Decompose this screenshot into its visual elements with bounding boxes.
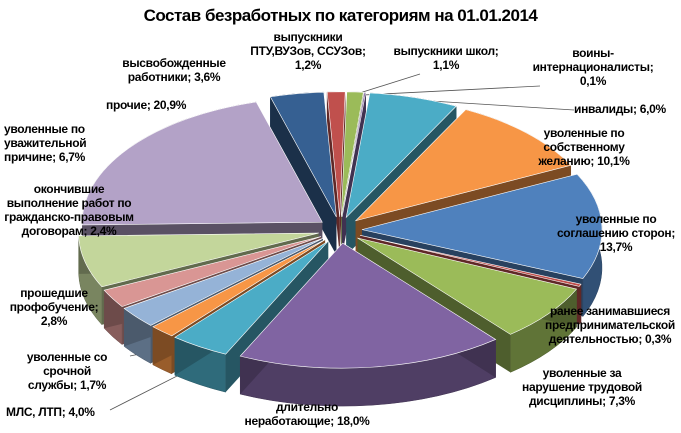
slice-wall-выпускники-пту-вузов-ссузов	[339, 91, 346, 255]
data-label-veterans: воины- интернационалисты; 0,1%	[532, 46, 654, 88]
leader-line-выпускники-школ	[354, 73, 421, 95]
pie-slice-уволенные-по-уважительной-причине	[78, 232, 319, 288]
data-label-entrepreneurs: ранее занимавшиеся предпринимательской д…	[545, 304, 675, 346]
data-label-valid-reason: уволенные по уважительной причине; 6,7%	[4, 122, 87, 164]
data-label-discipline: уволенные за нарушение трудовой дисципли…	[522, 366, 642, 408]
pie-slice-ранее-занимавшиеся-предпринимательской-деятельностью	[360, 234, 582, 287]
chart-title: Состав безработных по категориям на 01.0…	[143, 6, 538, 25]
data-label-mls-ltp: МЛС, ЛТП; 4,0%	[6, 405, 95, 419]
pie-slice-уволенные-за-нарушение-трудовой-дисциплины	[357, 237, 578, 335]
leader-line-воины-интернационалисты	[364, 85, 541, 96]
data-label-mutual-agreement: уволенные по соглашению сторон; 13,7%	[556, 212, 676, 254]
pie-slice-инвалиды	[345, 92, 457, 219]
data-label-released-workers: высвобожденные работники; 3,6%	[122, 56, 226, 84]
pie-slice-длительно-неработающие	[239, 242, 497, 369]
slice-wall-высвобожденные-работники	[270, 96, 337, 255]
data-label-school-graduates: выпускники школ; 1,1%	[393, 44, 499, 72]
pie-slice-уволенные-по-соглашению-сторон	[361, 173, 603, 279]
pie-slice-уволенные-по-собственному-желанию	[354, 109, 572, 222]
data-label-vocational-training: прошедшие профобучение; 2,8%	[9, 286, 99, 328]
pie-slice-уволенные-со-срочной-службы	[152, 239, 326, 337]
pie-slice-прочие	[82, 101, 323, 226]
pie-slice-млс-лтп	[174, 240, 329, 355]
slice-wall-выпускники-пту-вузов-ссузов	[327, 91, 340, 255]
pie-slice-окончившие-выполнение-работ-по-гражданско-правовым-договорам	[103, 236, 322, 307]
pie-slice-выпускники-школ	[340, 91, 364, 217]
pie-slice-выпускники-пту-вузов-ссузов	[326, 91, 346, 217]
leader-line-инвалиды	[412, 99, 575, 111]
data-label-voluntary: уволенные по собственному желанию; 10,1%	[538, 126, 630, 168]
pie-slice-прошедшие-профобучение	[123, 238, 324, 326]
pie-slice-высвобожденные-работники	[269, 91, 337, 218]
data-label-disabled: инвалиды; 6,0%	[574, 102, 666, 116]
pie-slice-воины-интернационалисты	[341, 92, 367, 217]
data-label-other: прочие; 20,9%	[106, 98, 187, 112]
data-label-graduates-universities: выпускники ПТУ,ВУЗов, ССУЗов; 1,2%	[250, 30, 366, 72]
data-label-civil-contracts: окончившие выполнение работ по гражданск…	[4, 182, 134, 238]
data-label-long-term-unemployed: длительно неработающие; 18,0%	[244, 400, 370, 428]
data-label-military-service: уволенные со срочной службы; 1,7%	[26, 350, 108, 392]
